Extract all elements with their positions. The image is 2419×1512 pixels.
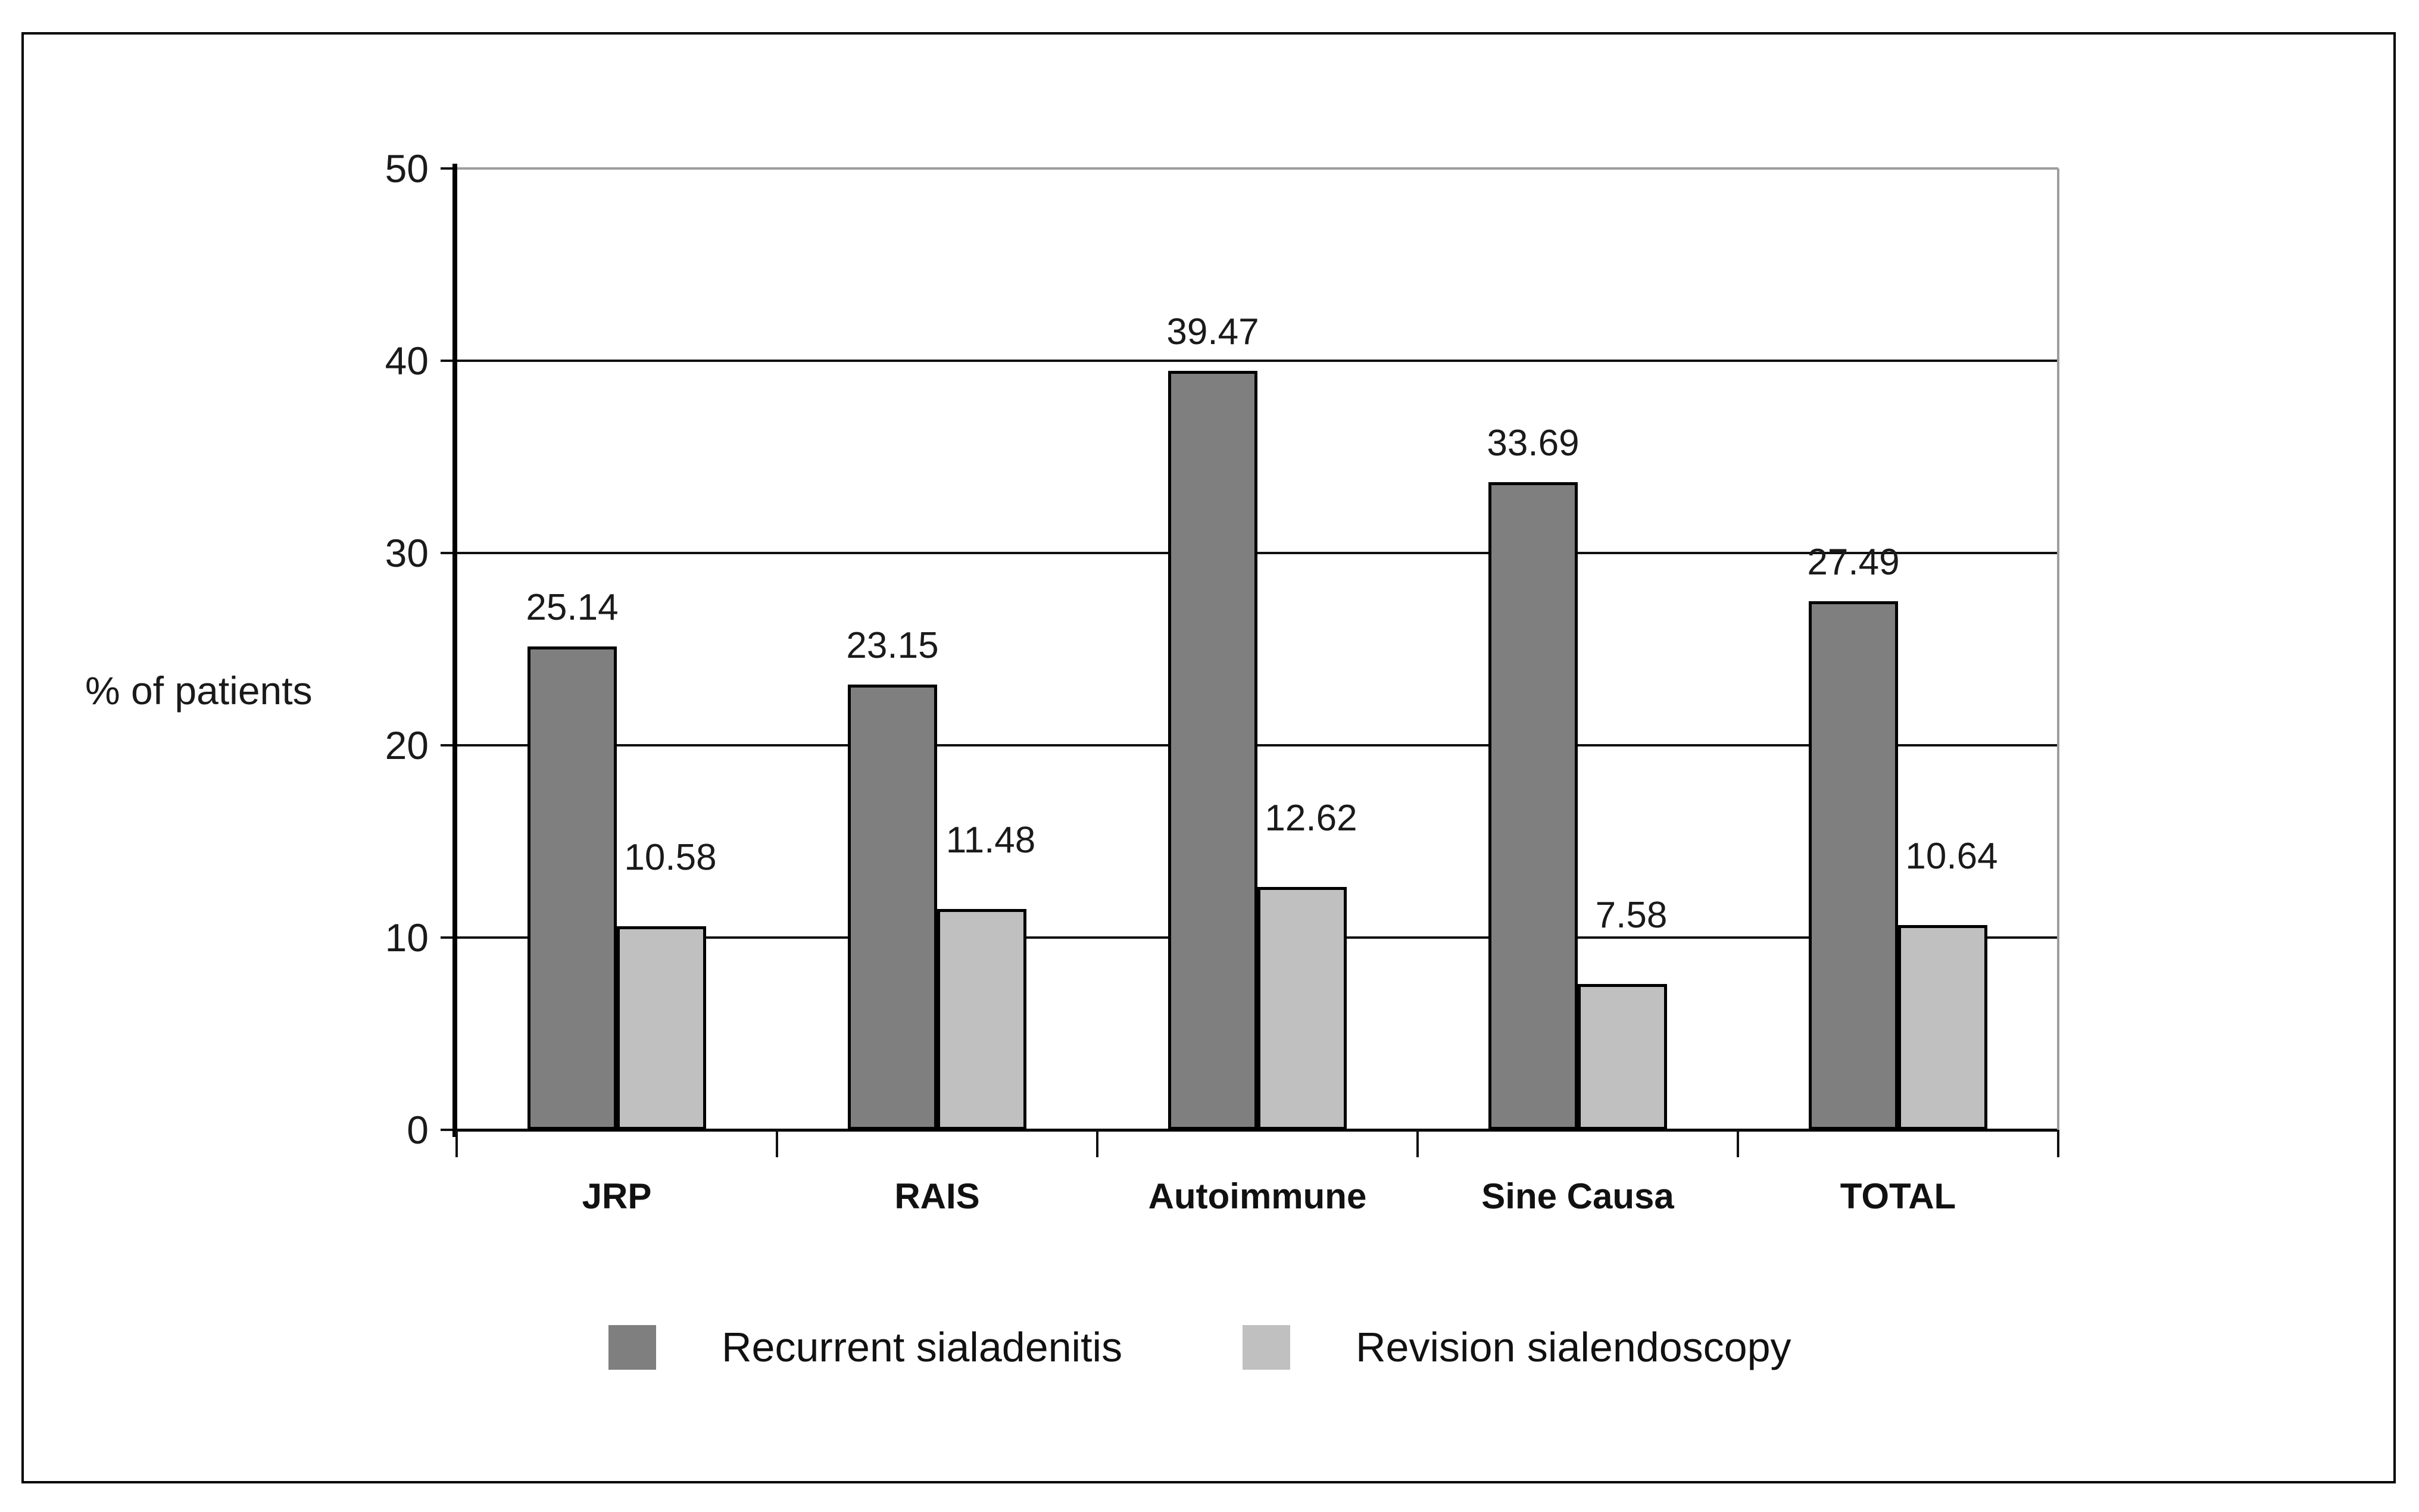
legend-label-recurrent-sialadenitis: Recurrent sialadenitis xyxy=(722,1324,1123,1370)
bar-total-dark xyxy=(1809,601,1898,1130)
y-tick-mark-50 xyxy=(441,167,457,170)
y-tick-mark-40 xyxy=(441,360,457,362)
x-category-label-total: TOTAL xyxy=(1840,1176,1956,1216)
gridline-30 xyxy=(457,552,2058,554)
bar-jrp-dark xyxy=(528,646,617,1130)
gridline-50 xyxy=(457,167,2058,170)
x-category-label-sine-causa: Sine Causa xyxy=(1481,1176,1674,1216)
bar-sine-causa-dark xyxy=(1488,482,1578,1130)
legend-label-revision-sialendoscopy: Revision sialendoscopy xyxy=(1356,1324,1791,1370)
y-tick-mark-20 xyxy=(441,744,457,746)
gridline-20 xyxy=(457,744,2058,746)
bar-autoimmune-dark xyxy=(1168,371,1257,1130)
y-tick-label-20: 20 xyxy=(385,723,429,767)
x-tick-mark-4 xyxy=(1737,1130,1739,1157)
y-tick-label-30: 30 xyxy=(385,531,429,575)
bar-value-label: 23.15 xyxy=(846,625,939,667)
x-axis-line xyxy=(457,1129,2058,1132)
bar-value-label: 12.62 xyxy=(1265,798,1357,839)
plot-right-border xyxy=(2057,168,2059,1130)
x-tick-mark-3 xyxy=(1416,1130,1419,1157)
y-axis-title: % of patients xyxy=(85,668,313,713)
x-tick-mark-5 xyxy=(2057,1130,2059,1157)
bar-value-label: 10.64 xyxy=(1905,836,1998,877)
legend-swatch-recurrent-sialadenitis-icon xyxy=(608,1324,656,1370)
bar-jrp-light xyxy=(617,926,706,1130)
bar-autoimmune-light xyxy=(1257,887,1347,1130)
bar-total-light xyxy=(1898,925,1987,1130)
x-tick-mark-0 xyxy=(455,1130,458,1157)
x-tick-mark-1 xyxy=(776,1130,778,1157)
x-category-label-autoimmune: Autoimmune xyxy=(1148,1176,1367,1216)
legend-item-revision-sialendoscopy: Revision sialendoscopy xyxy=(1243,1323,1791,1371)
figure-border xyxy=(21,32,2396,1483)
legend-item-recurrent-sialadenitis: Recurrent sialadenitis xyxy=(608,1323,1122,1371)
bar-value-label: 11.48 xyxy=(945,820,1036,861)
y-tick-mark-30 xyxy=(441,552,457,554)
bar-rais-light xyxy=(937,909,1026,1130)
y-tick-label-40: 40 xyxy=(385,339,429,383)
legend-swatch-revision-sialendoscopy-icon xyxy=(1243,1324,1290,1370)
x-category-label-rais: RAIS xyxy=(894,1176,980,1216)
y-tick-mark-10 xyxy=(441,936,457,939)
y-tick-label-10: 10 xyxy=(385,916,429,960)
bar-value-label: 25.14 xyxy=(526,586,619,628)
y-tick-mark-0 xyxy=(441,1129,457,1131)
x-category-label-jrp: JRP xyxy=(582,1176,652,1216)
bar-rais-dark xyxy=(848,685,937,1130)
bar-value-label: 10.58 xyxy=(624,837,717,879)
bar-sine-causa-light xyxy=(1578,984,1667,1130)
y-tick-label-50: 50 xyxy=(385,146,429,190)
bar-value-label: 39.47 xyxy=(1166,311,1259,353)
gridline-40 xyxy=(457,360,2058,362)
y-axis-line xyxy=(452,164,457,1137)
bar-value-label: 7.58 xyxy=(1595,895,1668,936)
y-tick-label-0: 0 xyxy=(407,1108,429,1152)
bar-value-label: 33.69 xyxy=(1487,422,1580,464)
x-tick-mark-2 xyxy=(1096,1130,1098,1157)
bar-value-label: 27.49 xyxy=(1807,542,1900,583)
